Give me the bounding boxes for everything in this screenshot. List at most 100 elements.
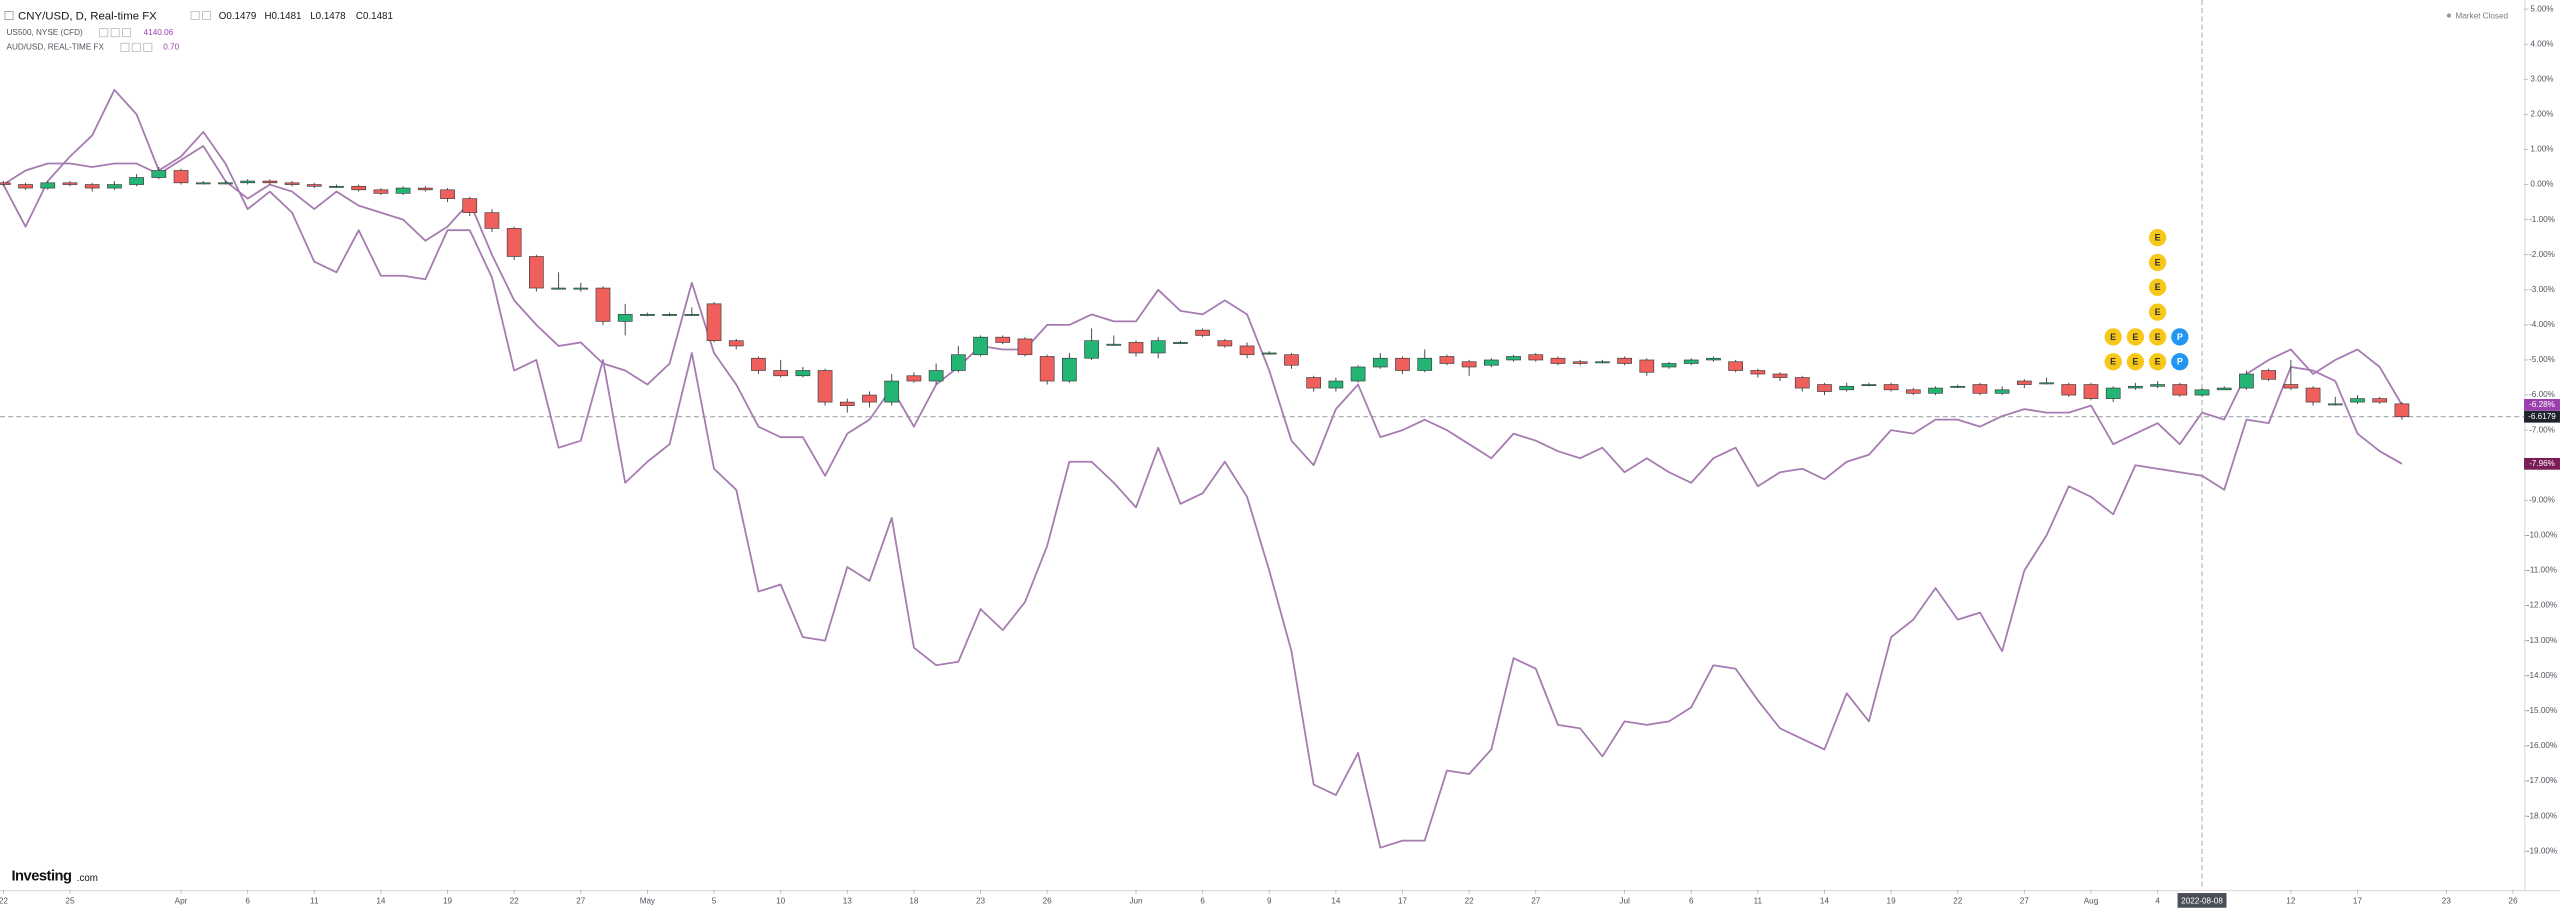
x-tick-label: 11 — [310, 896, 319, 905]
candle-body — [2150, 384, 2165, 387]
candle-body — [1661, 363, 1677, 368]
candle-body — [2283, 384, 2299, 389]
y-tick-label: -19.00% — [2527, 846, 2557, 855]
candle-body — [462, 198, 478, 213]
candle-body — [817, 370, 833, 403]
candle-body — [1395, 357, 1410, 371]
event-label: E — [2155, 357, 2161, 367]
candle-body — [1439, 356, 1455, 364]
legend-button[interactable] — [120, 42, 130, 52]
chart-title: CNY/USD, D, Real-time FX — [18, 10, 157, 22]
event-marker — [2148, 253, 2167, 272]
event-label: E — [2155, 332, 2161, 342]
legend-button[interactable] — [110, 28, 120, 38]
x-tick-label: 14 — [376, 896, 386, 905]
x-tick-label: 26 — [1043, 896, 1053, 905]
candle-body — [306, 184, 322, 187]
legend-toggle[interactable] — [4, 11, 14, 20]
comparison-line — [2, 145, 2403, 488]
candle-body — [595, 287, 611, 322]
event-marker — [2104, 353, 2122, 371]
candle-body — [1905, 389, 1921, 394]
legend-series-value: 0.70 — [163, 43, 179, 52]
candle-body — [1239, 345, 1255, 356]
x-tick-label: 19 — [443, 896, 453, 905]
candle-body — [950, 354, 966, 371]
x-tick-label: 6 — [1200, 896, 1205, 905]
x-tick-label: 13 — [843, 896, 853, 905]
candle-body — [1861, 384, 1877, 387]
candle-body — [1817, 384, 1832, 392]
candle-body — [195, 182, 211, 185]
candle-body — [884, 380, 900, 403]
candle-body — [2239, 373, 2254, 389]
y-tick-label: -6.00% — [2529, 390, 2555, 399]
candle-body — [2061, 384, 2077, 396]
x-tick-label: Jun — [1129, 896, 1142, 905]
crosshair-badge — [2177, 893, 2227, 908]
y-tick-label: -10.00% — [2527, 531, 2557, 540]
event-label: E — [2110, 332, 2116, 342]
candle-body — [1639, 359, 1655, 373]
candle-body — [862, 394, 877, 403]
legend-button[interactable] — [122, 28, 132, 38]
y-tick-label: -14.00% — [2527, 671, 2557, 680]
candle-body — [2039, 382, 2054, 385]
candle-body — [529, 256, 544, 289]
ohlc-value: L0.1478 — [310, 11, 346, 22]
x-tick-label: 25 — [65, 896, 75, 905]
candle-body — [1128, 342, 1144, 354]
candle-body — [1572, 361, 1588, 364]
market-status: Market Closed — [2455, 11, 2508, 20]
legend-button[interactable] — [143, 42, 153, 52]
candle-body — [2083, 384, 2099, 399]
candle-body — [1173, 342, 1188, 344]
y-tick-label: -1.00% — [2529, 215, 2555, 224]
candle-body — [2350, 398, 2365, 403]
legend-button[interactable] — [190, 11, 200, 20]
x-tick-label: May — [640, 896, 656, 905]
event-marker — [2126, 353, 2145, 371]
x-tick-label: 9 — [1267, 896, 1272, 905]
candle-body — [1683, 359, 1699, 364]
logo-suffix: .com — [77, 873, 98, 884]
x-tick-label: 5 — [712, 896, 717, 905]
legend-button[interactable] — [131, 42, 141, 52]
y-tick-label: -15.00% — [2527, 706, 2557, 715]
candle-body — [1994, 389, 2010, 394]
candle-body — [484, 212, 500, 229]
candle-body — [706, 303, 722, 342]
candle-body — [1328, 380, 1344, 389]
candle-body — [839, 401, 855, 406]
x-tick-label: 27 — [2020, 896, 2030, 905]
legend-button[interactable] — [99, 28, 109, 38]
candle-body — [1372, 357, 1388, 368]
price-badge-label: -7.96% — [2529, 459, 2555, 468]
candle-body — [1261, 352, 1277, 355]
candle-body — [640, 314, 655, 316]
candle-body — [395, 187, 411, 194]
x-tick-label: 11 — [1754, 896, 1763, 905]
candle-body — [107, 184, 122, 189]
candle-body — [795, 370, 811, 377]
candle-body — [1350, 366, 1366, 382]
candle-body — [2128, 385, 2143, 389]
event-label: E — [2155, 233, 2161, 243]
y-tick-label: -18.00% — [2527, 811, 2557, 820]
price-badge — [2524, 410, 2560, 423]
candle-body — [1017, 338, 1033, 356]
x-tick-label: 17 — [1398, 896, 1408, 905]
candle-body — [1062, 357, 1077, 382]
event-marker — [2171, 353, 2189, 371]
candle-body — [573, 287, 589, 290]
event-marker — [2126, 328, 2145, 346]
legend-button[interactable] — [202, 11, 212, 20]
candle-body — [506, 228, 522, 257]
candle-body — [1883, 384, 1899, 391]
candle-body — [1794, 377, 1810, 389]
candle-body — [1595, 361, 1610, 364]
candle-body — [18, 184, 33, 189]
x-tick-label: 10 — [776, 896, 786, 905]
